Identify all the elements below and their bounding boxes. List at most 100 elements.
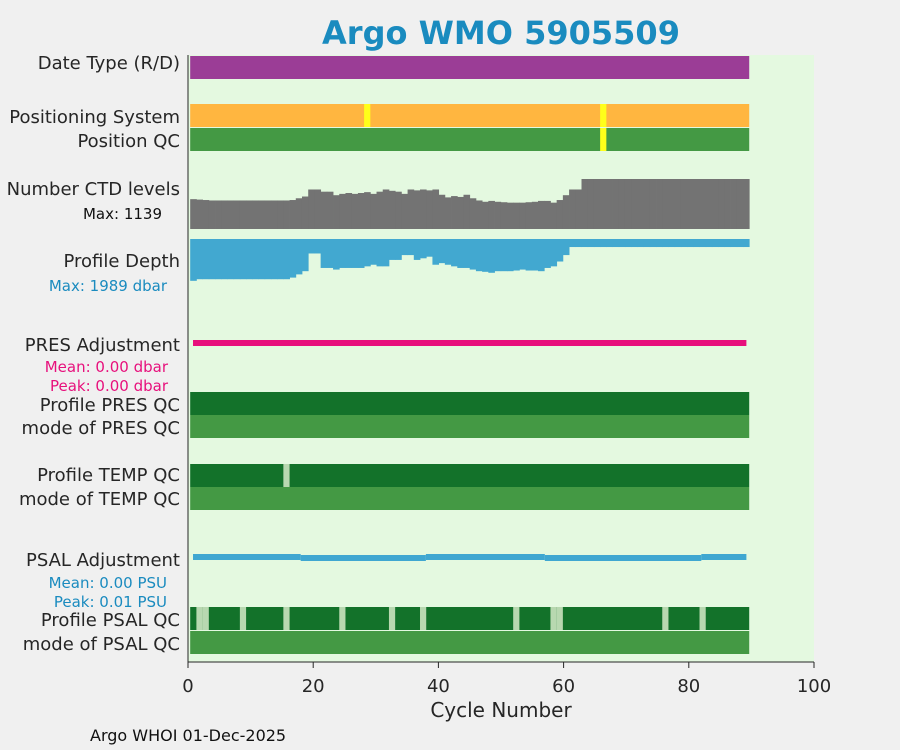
ctd-levels-bar-68 [606, 179, 613, 229]
temp-qc-light-cycle-15 [283, 464, 290, 487]
annotation-pres-peak: Peak: 0.00 dbar [50, 377, 169, 395]
ctd-levels-bar-78 [668, 179, 676, 229]
ctd-levels-bar-79 [674, 179, 682, 229]
label-mode-temp-qc: mode of TEMP QC [19, 489, 180, 510]
profile-depth-bar-20 [308, 239, 315, 254]
profile-depth-bar-23 [326, 239, 334, 268]
ctd-levels-bar-63 [575, 189, 582, 229]
profile-depth-bar-76 [656, 239, 663, 248]
psal-qc-light-cycle-82 [699, 607, 706, 630]
profile-depth-bar-34 [395, 239, 402, 260]
label-profile-pres-qc: Profile PRES QC [40, 395, 180, 416]
label-pres-adjustment: PRES Adjustment [25, 335, 180, 356]
psal-adjustment-segment-1 [193, 554, 301, 560]
ctd-levels-bar-40 [432, 189, 440, 229]
profile-depth-bar-15 [277, 239, 284, 280]
profile-depth-bar-42 [444, 239, 452, 265]
ctd-levels-bar-45 [463, 194, 471, 229]
profile-depth-bar-8 [233, 239, 241, 280]
profile-psal-qc-bar [190, 607, 750, 630]
ctd-levels-bar-67 [600, 179, 607, 229]
psal-qc-light-cycle-76 [662, 607, 669, 630]
x-tick-label-100: 100 [797, 676, 831, 697]
profile-depth-bar-41 [438, 239, 446, 264]
profile-depth-bar-58 [544, 239, 551, 268]
pres-adjustment-line [193, 340, 747, 346]
profile-depth-bar-89 [736, 239, 744, 248]
ctd-levels-bar-49 [488, 200, 495, 229]
ctd-levels-bar-64 [581, 179, 589, 229]
profile-depth-bar-48 [482, 239, 489, 272]
chart-title: Argo WMO 5905509 [322, 14, 680, 52]
profile-depth-bar-18 [295, 239, 303, 275]
ctd-levels-bar-71 [624, 179, 632, 229]
profile-depth-bar-80 [680, 239, 688, 248]
profile-depth-bar-75 [649, 239, 657, 248]
ctd-levels-bar-35 [401, 193, 408, 229]
positioning-system-bar [190, 104, 750, 127]
profile-depth-bar-57 [538, 239, 545, 272]
x-tick-label-20: 20 [302, 676, 325, 697]
ctd-levels-bar-38 [420, 189, 427, 229]
ctd-levels-bar-72 [631, 179, 638, 229]
ctd-levels-bar-70 [618, 179, 626, 229]
ctd-levels-bar-15 [277, 200, 284, 229]
label-mode-psal-qc: mode of PSAL QC [23, 634, 180, 655]
ctd-levels-bar-60 [556, 200, 564, 229]
psal-qc-light-cycle-24 [339, 607, 346, 630]
profile-depth-bar-7 [227, 239, 235, 280]
x-tick-label-60: 60 [552, 676, 575, 697]
profile-depth-bar-78 [668, 239, 676, 248]
profile-depth-bar-24 [333, 239, 340, 270]
ctd-levels-bar-54 [519, 202, 526, 229]
position-qc-flag-cycle-66 [600, 128, 607, 151]
row-annotations: Max: 1139 Max: 1989 dbar Mean: 0.00 dbar… [45, 205, 169, 611]
x-tick-label-80: 80 [677, 676, 700, 697]
ctd-levels-bar-37 [413, 190, 421, 229]
x-axis: 0 20 40 60 80 100 Cycle Number [182, 55, 831, 722]
profile-depth-bar-73 [637, 239, 645, 248]
profile-depth-bar-14 [270, 239, 278, 280]
profile-depth-bar-3 [202, 239, 210, 280]
profile-depth-bar-6 [221, 239, 228, 280]
psal-qc-light-cycle-15 [283, 607, 290, 630]
profile-depth-bar-88 [730, 239, 738, 248]
ctd-levels-bar-48 [482, 201, 489, 229]
profile-depth-bar-29 [364, 239, 371, 267]
profile-depth-bar-33 [388, 239, 396, 260]
ctd-levels-bar-11 [252, 200, 259, 229]
ctd-levels-bar-26 [345, 193, 353, 229]
ctd-levels-bar-4 [208, 200, 216, 229]
psal-qc-light-cycle-32 [388, 607, 396, 630]
annotation-depth-max: Max: 1989 dbar [49, 277, 168, 295]
ctd-levels-bar-12 [258, 200, 266, 229]
ctd-levels-bar-52 [506, 202, 514, 229]
ctd-levels-bar-3 [202, 200, 210, 229]
x-axis-label: Cycle Number [430, 698, 572, 722]
ctd-levels-bar-86 [718, 179, 725, 229]
profile-depth-bar-64 [581, 239, 589, 248]
label-ctd-levels: Number CTD levels [7, 179, 180, 200]
profile-depth-bar-31 [376, 239, 384, 267]
ctd-levels-bar-31 [376, 191, 384, 229]
profile-depth-bar-51 [500, 239, 508, 272]
ctd-levels-bar-5 [215, 200, 222, 229]
profile-depth-bar-71 [624, 239, 632, 248]
profile-depth-bar-90 [743, 239, 750, 248]
label-date-type: Date Type (R/D) [38, 53, 180, 74]
profile-depth-bar-65 [587, 239, 595, 248]
ctd-levels-bar-21 [314, 189, 322, 229]
ctd-levels-bar-2 [196, 199, 204, 229]
profile-depth-bar-60 [556, 239, 564, 262]
ctd-levels-bar-8 [233, 200, 241, 229]
psal-qc-light-cycle-52 [513, 607, 520, 630]
ctd-levels-bar-18 [295, 198, 303, 229]
ctd-levels-bar-59 [550, 202, 558, 229]
profile-depth-bar-50 [494, 239, 502, 272]
profile-depth-bar-5 [215, 239, 222, 280]
positioning-flag-cycle-66 [600, 104, 607, 127]
ctd-levels-bar-41 [438, 194, 446, 229]
ctd-levels-bar-16 [283, 200, 290, 229]
ctd-levels-bar-47 [475, 200, 483, 229]
psal-adjustment-segment-2 [300, 555, 426, 561]
